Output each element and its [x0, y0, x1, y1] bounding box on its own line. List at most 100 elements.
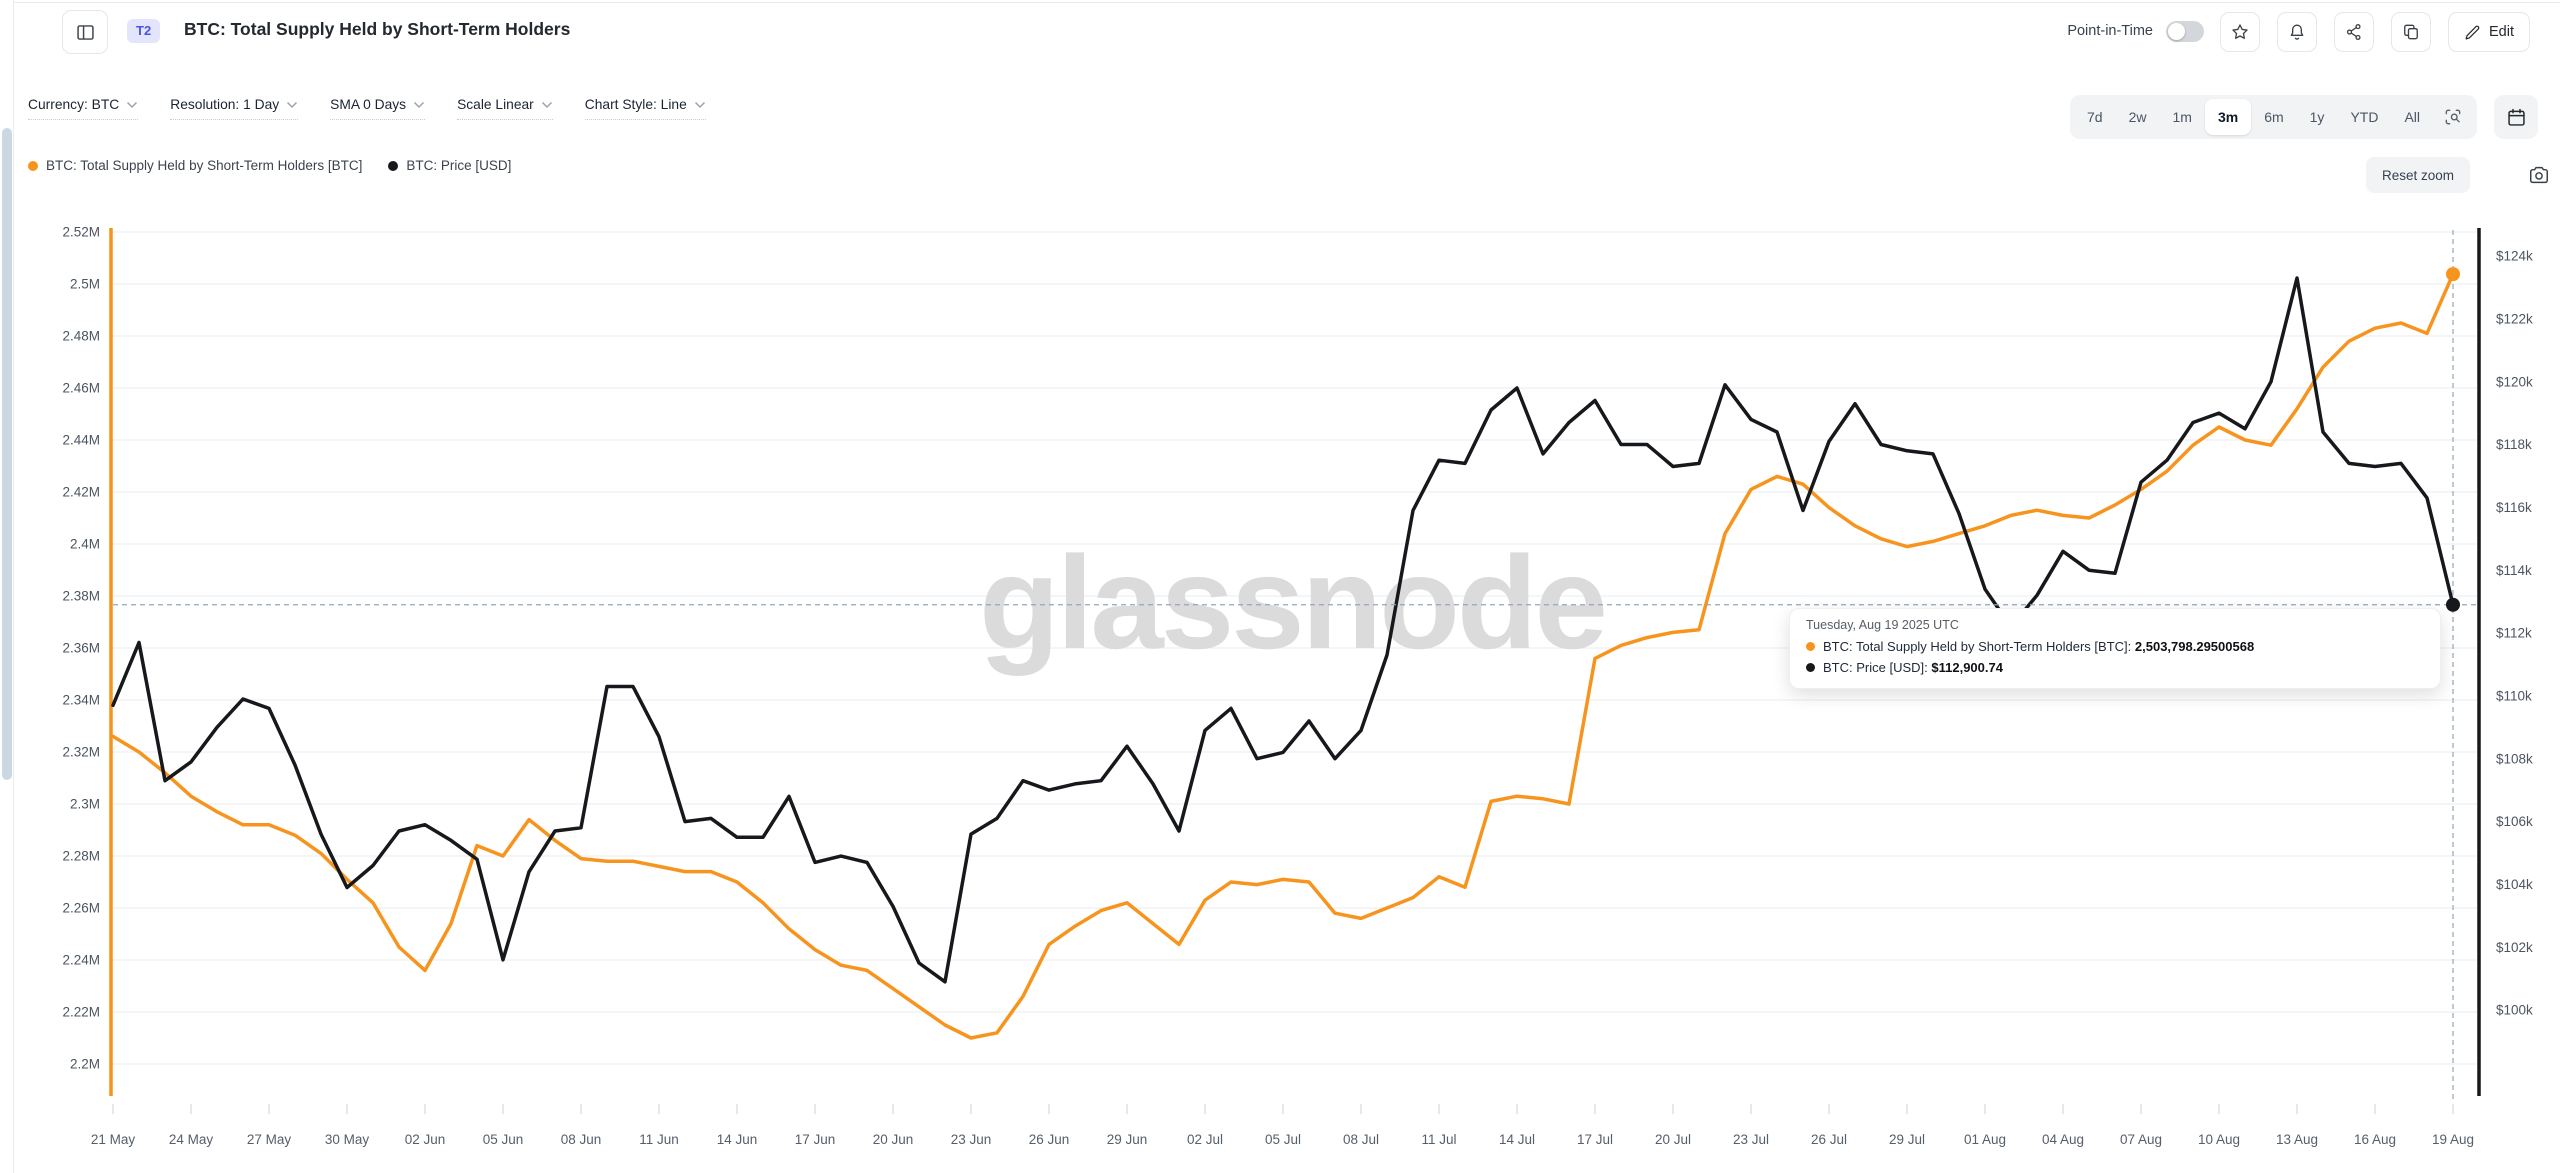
- x-tick-label: 30 May: [325, 1132, 370, 1147]
- x-tick-label: 04 Aug: [2042, 1132, 2084, 1147]
- share-icon: [2346, 24, 2361, 41]
- dropdown-sma[interactable]: SMA 0 Days: [330, 97, 426, 120]
- dropdown-chart-style[interactable]: Chart Style: Line: [584, 97, 706, 120]
- tooltip-dot-supply: [1806, 642, 1815, 651]
- screenshot-button[interactable]: [2526, 163, 2552, 187]
- x-tick-label: 14 Jun: [717, 1132, 758, 1147]
- date-range-button[interactable]: [2494, 95, 2538, 139]
- edit-button[interactable]: Edit: [2448, 12, 2530, 52]
- left-axis-label: 2.48M: [62, 329, 100, 344]
- x-tick-label: 20 Jul: [1655, 1132, 1691, 1147]
- x-tick-label: 01 Aug: [1964, 1132, 2006, 1147]
- legend-item-price[interactable]: BTC: Price [USD]: [388, 158, 511, 173]
- dropdown-scale-label: Scale Linear: [457, 97, 534, 112]
- page-title: BTC: Total Supply Held by Short-Term Hol…: [184, 19, 571, 39]
- range-2w[interactable]: 2w: [2128, 109, 2147, 125]
- left-axis-label: 2.24M: [62, 953, 100, 968]
- x-tick-label: 23 Jul: [1733, 1132, 1769, 1147]
- zoom-area-button[interactable]: [2433, 99, 2473, 135]
- left-axis-label: 2.2M: [70, 1057, 100, 1072]
- point-in-time-toggle[interactable]: [2166, 21, 2204, 42]
- alerts-button[interactable]: [2277, 12, 2317, 52]
- x-tick-label: 02 Jul: [1187, 1132, 1223, 1147]
- x-tick-label: 20 Jun: [873, 1132, 914, 1147]
- tooltip-dot-price: [1806, 663, 1815, 672]
- tooltip-row-supply: BTC: Total Supply Held by Short-Term Hol…: [1806, 636, 2424, 657]
- right-axis-label: $108k: [2496, 751, 2533, 766]
- tooltip-price-label: BTC: Price [USD]:: [1823, 660, 1928, 675]
- tooltip-price-value: $112,900.74: [1931, 660, 2003, 675]
- tooltip-supply-value: 2,503,798.29500568: [2134, 639, 2255, 654]
- left-axis-label: 2.44M: [62, 433, 100, 448]
- calendar-icon: [2507, 108, 2525, 126]
- right-axis-label: $100k: [2496, 1003, 2533, 1018]
- chevron-down-icon: [694, 101, 705, 108]
- x-tick-label: 16 Aug: [2354, 1132, 2396, 1147]
- supply-series-line: [111, 272, 2455, 1040]
- tooltip-date: Tuesday, Aug 19 2025 UTC: [1806, 618, 1959, 632]
- x-tick-label: 21 May: [91, 1132, 136, 1147]
- left-axis-label: 2.46M: [62, 381, 100, 396]
- copy-icon: [2404, 24, 2418, 40]
- range-1y[interactable]: 1y: [2309, 109, 2325, 125]
- x-tick-label: 10 Aug: [2198, 1132, 2240, 1147]
- x-tick-label: 29 Jun: [1107, 1132, 1148, 1147]
- range-3m[interactable]: 3m: [2204, 99, 2252, 135]
- x-tick-label: 02 Jun: [405, 1132, 446, 1147]
- legend-label-supply: BTC: Total Supply Held by Short-Term Hol…: [46, 158, 363, 173]
- supply-hover-marker: [2446, 267, 2460, 282]
- right-axis-label: $122k: [2496, 311, 2533, 326]
- range-6m[interactable]: 6m: [2264, 109, 2284, 125]
- dropdown-resolution[interactable]: Resolution: 1 Day: [170, 97, 299, 120]
- reset-zoom-button[interactable]: Reset zoom: [2365, 157, 2470, 193]
- left-axis-label: 2.5M: [70, 277, 100, 292]
- left-scrollbar[interactable]: [2, 128, 12, 780]
- header: T2 BTC: Total Supply Held by Short-Term …: [0, 0, 2560, 62]
- time-range-selector: 7d 2w 1m 3m 6m 1y YTD All: [2070, 95, 2477, 139]
- duplicate-button[interactable]: [2391, 12, 2431, 52]
- dropdown-chart-style-label: Chart Style: Line: [584, 97, 687, 112]
- x-tick-label: 17 Jun: [795, 1132, 836, 1147]
- x-tick-label: 05 Jun: [483, 1132, 524, 1147]
- chart-settings-toolbar: Currency: BTC Resolution: 1 Day SMA 0 Da…: [28, 97, 706, 120]
- range-1m[interactable]: 1m: [2172, 109, 2192, 125]
- x-tick-label: 17 Jul: [1577, 1132, 1613, 1147]
- tooltip-supply-label: BTC: Total Supply Held by Short-Term Hol…: [1823, 639, 2132, 654]
- sidebar-toggle-button[interactable]: [62, 10, 108, 54]
- x-tick-label: 08 Jun: [561, 1132, 602, 1147]
- share-button[interactable]: [2334, 12, 2374, 52]
- right-axis-label: $114k: [2496, 563, 2532, 578]
- range-all[interactable]: All: [2404, 109, 2420, 125]
- x-tick-label: 11 Jul: [1421, 1132, 1456, 1147]
- x-tick-label: 26 Jun: [1029, 1132, 1070, 1147]
- x-tick-label: 19 Aug: [2432, 1132, 2474, 1147]
- left-axis-label: 2.22M: [62, 1005, 100, 1020]
- right-axis-label: $124k: [2496, 249, 2533, 264]
- x-tick-label: 23 Jun: [951, 1132, 992, 1147]
- point-in-time-label: Point-in-Time: [2067, 23, 2153, 39]
- area-zoom-icon: [2445, 109, 2461, 125]
- dropdown-scale[interactable]: Scale Linear: [457, 97, 553, 120]
- chevron-down-icon: [541, 101, 552, 108]
- tier-badge: T2: [127, 19, 161, 43]
- right-axis-label: $112k: [2496, 626, 2532, 641]
- right-axis-label: $118k: [2496, 437, 2532, 452]
- chevron-down-icon: [127, 101, 138, 108]
- left-axis-label: 2.32M: [62, 745, 100, 760]
- range-ytd[interactable]: YTD: [2350, 109, 2379, 125]
- x-tick-label: 13 Aug: [2276, 1132, 2318, 1147]
- x-tick-label: 27 May: [247, 1132, 292, 1147]
- legend-label-price: BTC: Price [USD]: [406, 158, 512, 173]
- bell-icon: [2290, 24, 2304, 40]
- chart-tooltip: Tuesday, Aug 19 2025 UTC BTC: Total Supp…: [1789, 608, 2441, 689]
- dropdown-currency[interactable]: Currency: BTC: [28, 97, 139, 120]
- x-tick-label: 24 May: [169, 1132, 214, 1147]
- tooltip-row-price: BTC: Price [USD]: $112,900.74: [1806, 657, 2424, 678]
- favorite-button[interactable]: [2220, 12, 2260, 52]
- range-7d[interactable]: 7d: [2087, 109, 2103, 125]
- glassnode-watermark: glassnode: [979, 529, 1605, 676]
- legend-item-supply[interactable]: BTC: Total Supply Held by Short-Term Hol…: [28, 158, 362, 173]
- left-axis-label: 2.36M: [62, 641, 100, 656]
- chevron-down-icon: [414, 101, 425, 108]
